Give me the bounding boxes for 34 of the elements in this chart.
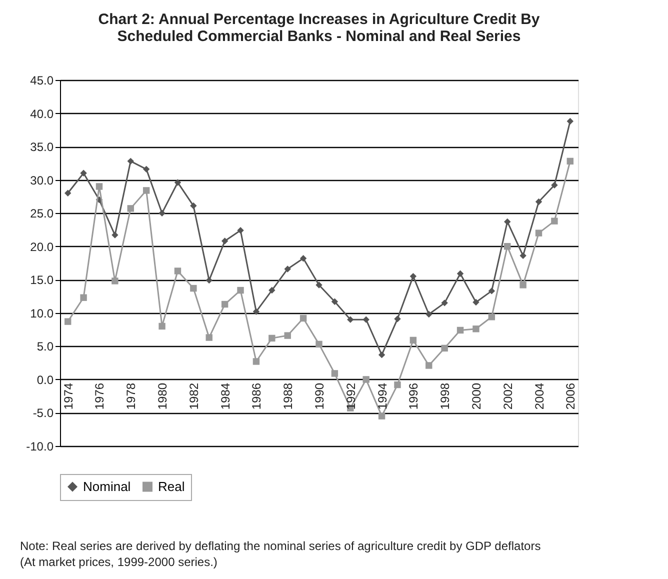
text: Note: Real series are derived by deflating the nominal series of agriculture credit by GDP deflators (At market prices, 1999-2000 series.) — [20, 539, 541, 569]
y-tick-label: -10.0 — [26, 440, 54, 454]
x-tick-label: 2004 — [532, 382, 546, 410]
x-tick-label: 2000 — [469, 382, 484, 410]
x-tick-label: 1998 — [438, 382, 452, 410]
x-tick-label: 1976 — [92, 382, 107, 410]
y-tick-label: 15.0 — [30, 273, 54, 288]
x-tick-label: 1986 — [250, 382, 264, 410]
x-tick-label: 1980 — [156, 382, 170, 410]
legend-label: Real — [158, 478, 185, 494]
x-tick-label: 1996 — [406, 382, 421, 410]
legend-label: Nominal — [83, 478, 131, 494]
x-tick-label: 1992 — [344, 382, 358, 410]
x-tick-label: 1988 — [281, 382, 296, 410]
x-tick-label: 2002 — [500, 382, 515, 410]
y-tick-label: 45.0 — [30, 74, 54, 88]
y-tick-label: 0.0 — [36, 372, 54, 387]
x-tick-label: 1982 — [186, 382, 201, 410]
y-tick-label: 35.0 — [30, 140, 54, 154]
point — [112, 278, 118, 284]
x-tick-label: 1974 — [61, 382, 76, 410]
x-tick-label: 1984 — [218, 382, 232, 410]
x-tick-label: 1990 — [312, 382, 326, 410]
x-tick-label: 2006 — [564, 382, 578, 410]
y-tick-label: 30.0 — [30, 173, 54, 188]
x-tick-label: 1978 — [124, 382, 138, 410]
y-tick-label: 20.0 — [30, 240, 54, 254]
x-tick-label: 1994 — [375, 382, 390, 410]
y-tick-label: -5.0 — [32, 406, 54, 420]
y-tick-label: 10.0 — [30, 306, 54, 320]
y-tick-label: 25.0 — [30, 206, 54, 221]
y-tick-label: 40.0 — [30, 106, 54, 121]
chart-title: Chart 2: Annual Percentage Increases in Agriculture Credit By Scheduled Commercial Banks - Nominal and Real Series — [98, 11, 540, 45]
y-tick-label: 5.0 — [36, 340, 54, 354]
